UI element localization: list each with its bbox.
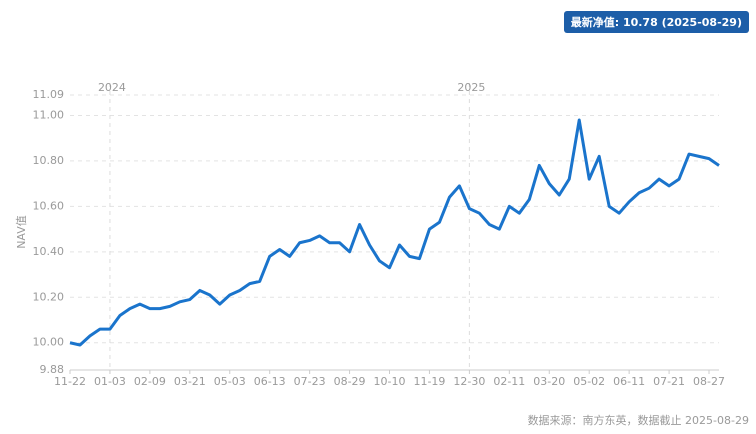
x-tick-label: 07-21 xyxy=(653,375,685,388)
year-marker-label: 2025 xyxy=(457,81,485,94)
x-tick-label: 08-27 xyxy=(693,375,725,388)
y-tick-label: 10.40 xyxy=(33,245,65,258)
y-tick-label: 11.09 xyxy=(33,88,65,101)
y-tick-label: 9.88 xyxy=(40,363,65,376)
x-tick-label: 07-23 xyxy=(294,375,326,388)
x-tick-label: 02-11 xyxy=(493,375,525,388)
source-note: 数据来源：南方东英，数据截止 2025-08-29 xyxy=(528,413,749,427)
x-tick-label: 03-20 xyxy=(533,375,565,388)
x-tick-label: 02-09 xyxy=(134,375,166,388)
y-tick-label: 10.80 xyxy=(33,154,65,167)
x-tick-label: 10-10 xyxy=(374,375,406,388)
year-marker-label: 2024 xyxy=(98,81,126,94)
y-tick-label: 10.20 xyxy=(33,290,65,303)
x-tick-label: 03-21 xyxy=(174,375,206,388)
x-tick-label: 06-11 xyxy=(613,375,645,388)
x-tick-label: 05-03 xyxy=(214,375,246,388)
x-tick-label: 05-02 xyxy=(573,375,605,388)
y-tick-label: 11.00 xyxy=(33,108,65,121)
x-tick-label: 01-03 xyxy=(94,375,126,388)
x-tick-label: 12-30 xyxy=(453,375,485,388)
x-tick-label: 11-19 xyxy=(413,375,445,388)
x-tick-label: 08-29 xyxy=(334,375,366,388)
x-tick-label: 11-22 xyxy=(54,375,86,388)
y-tick-label: 10.60 xyxy=(33,199,65,212)
y-axis-label: NAV值 xyxy=(15,215,28,249)
y-tick-label: 10.00 xyxy=(33,336,65,349)
nav-line xyxy=(69,118,720,347)
x-tick-label: 06-13 xyxy=(254,375,286,388)
latest-nav-badge: 最新净值: 10.78 (2025-08-29) xyxy=(563,11,749,33)
